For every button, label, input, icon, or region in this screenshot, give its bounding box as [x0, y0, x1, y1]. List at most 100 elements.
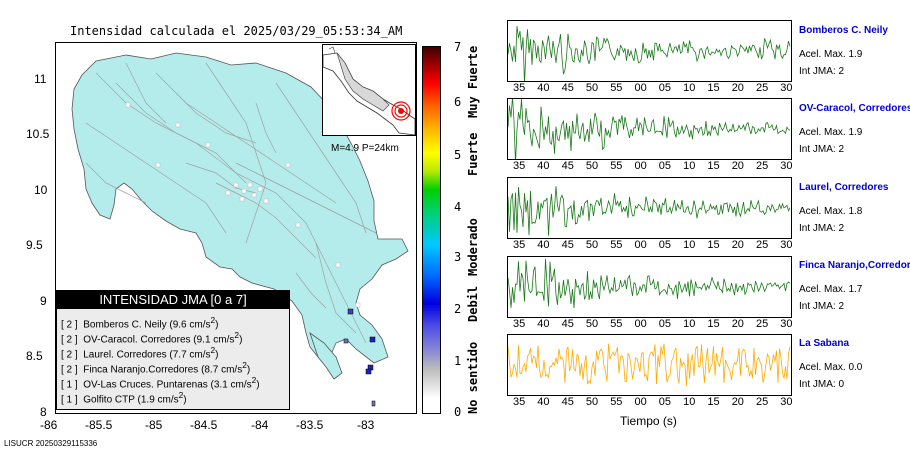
waveform-line: [508, 258, 791, 309]
road-network: [85, 62, 377, 344]
legend-sup: 2: [210, 315, 216, 325]
legend-row: [ 2 ] Finca Naranjo.Corredores (8.7 cm/s…: [61, 360, 250, 375]
lat-tick-8-5: 8.5: [26, 349, 43, 363]
legend-sup: 2: [178, 390, 184, 400]
time-tick-label: 35: [513, 82, 526, 94]
lon-tick-85-5: -85.5: [85, 418, 113, 432]
time-axis-label: Tiempo (s): [620, 414, 677, 428]
time-tick-label: 40: [537, 239, 550, 251]
time-tick-label: 40: [537, 160, 550, 172]
seismogram-trace: [507, 256, 792, 318]
legend-row: [ 2 ] OV-Caracol. Corredores (9.1 cm/s2): [61, 330, 242, 345]
station-acel: Acel. Max. 1.8: [799, 206, 863, 217]
time-tick-label: 25: [756, 82, 769, 94]
time-tick-label: 10: [683, 82, 696, 94]
time-tick-label: 05: [658, 318, 672, 330]
legend-sup: 2: [234, 330, 240, 340]
legend-level: [ 1 ]: [61, 394, 78, 406]
time-tick-label: 30: [780, 318, 793, 330]
station-name: Finca Naranjo,Corredores: [799, 260, 910, 271]
time-tick-label: 15: [707, 239, 720, 251]
time-tick-label: 05: [658, 396, 672, 408]
legend-level: [ 1 ]: [61, 379, 78, 391]
legend-close: ): [183, 394, 187, 406]
station-name: Bomberos C. Neily: [799, 25, 888, 36]
lat-tick-8: 8: [40, 405, 47, 419]
legend-row: [ 2 ] Bomberos C. Neily (9.6 cm/s2): [61, 315, 219, 330]
time-tick-label: 25: [756, 160, 769, 172]
time-tick-label: 10: [683, 396, 696, 408]
time-tick-label: 15: [707, 396, 720, 408]
scale-number-5: 5: [454, 148, 462, 162]
seismogram-trace: [507, 334, 792, 396]
time-tick-label: 25: [756, 396, 769, 408]
legend-text: Finca Naranjo.Corredores (8.7 cm/s: [83, 364, 243, 376]
station-name: Laurel, Corredores: [799, 182, 889, 193]
station-name: OV-Caracol, Corredores: [799, 103, 910, 114]
time-tick-label: 55: [610, 160, 623, 172]
lon-tick-85: -85: [145, 418, 163, 432]
legend-text: OV-Las Cruces. Puntarenas (3.1 cm/s: [83, 379, 252, 391]
scale-word-moderado: Moderado: [466, 218, 480, 276]
station-jma: Int JMA: 2: [799, 66, 845, 77]
legend-sup: 2: [210, 345, 216, 355]
time-tick-label: 00: [634, 396, 647, 408]
lat-tick-10-5: 10.5: [26, 127, 50, 141]
seismogram-svg: [508, 343, 791, 386]
waveform-line: [508, 99, 791, 159]
peninsula-osa: [309, 331, 343, 380]
time-tick-label: 25: [756, 318, 769, 330]
time-tick-label: 50: [585, 239, 599, 251]
time-tick-label: 30: [780, 160, 793, 172]
seismogram-trace: [507, 98, 792, 160]
legend-sup: 2: [251, 375, 257, 385]
inset-map: [322, 44, 416, 136]
legend-row: [ 1 ] Golfito CTP (1.9 cm/s2): [61, 390, 187, 405]
time-tick-label: 50: [585, 396, 599, 408]
time-tick-label: 55: [610, 82, 623, 94]
lon-tick-84-5: -84.5: [190, 418, 218, 432]
time-tick-label: 00: [634, 160, 647, 172]
scale-word-no-sentido: No sentido: [466, 341, 480, 414]
legend-close: ): [246, 364, 251, 376]
legend-row: [ 2 ] Laurel. Corredores (7.7 cm/s2): [61, 345, 219, 360]
time-tick-label: 55: [610, 396, 623, 408]
legend-row: [ 1 ] OV-Las Cruces. Puntarenas (3.1 cm/…: [61, 375, 260, 390]
time-tick-label: 00: [634, 239, 647, 251]
time-tick-label: 15: [707, 318, 720, 330]
lat-tick-11: 11: [34, 72, 47, 86]
scale-number-6: 6: [454, 95, 462, 109]
scale-number-0: 0: [454, 405, 462, 419]
scale-number-2: 2: [454, 302, 462, 316]
intensity-color-scale: [422, 46, 441, 414]
lat-tick-9: 9: [40, 294, 47, 308]
legend-header: INTENSIDAD JMA [0 a 7]: [57, 291, 289, 309]
station-acel: Acel. Max. 1.7: [799, 284, 863, 295]
legend-level: [ 2 ]: [61, 334, 78, 346]
scale-number-4: 4: [454, 200, 462, 214]
station-acel: Acel. Max. 1.9: [799, 127, 863, 138]
map-title: Intensidad calculada el 2025/03/29_05:53…: [70, 24, 403, 38]
legend-text: Golfito CTP (1.9 cm/s: [83, 394, 179, 406]
legend-text: OV-Caracol. Corredores (9.1 cm/s: [83, 334, 235, 346]
time-tick-label: 45: [561, 239, 574, 251]
waveform-line: [508, 343, 791, 386]
time-tick-label: 05: [658, 239, 672, 251]
time-tick-label: 20: [731, 396, 744, 408]
lon-tick-83: -83: [357, 418, 375, 432]
time-tick-label: 40: [537, 82, 550, 94]
time-tick-label: 00: [634, 318, 647, 330]
scale-number-3: 3: [454, 250, 462, 264]
station-jma: Int JMA: 0: [799, 379, 845, 390]
legend-level: [ 2 ]: [61, 319, 78, 331]
time-tick-label: 45: [561, 160, 574, 172]
scale-word-muy-fuerte: Muy Fuerte: [466, 45, 480, 118]
waveform-line: [508, 186, 791, 236]
station-acel: Acel. Max. 1.9: [799, 49, 863, 60]
seismogram-svg: [508, 99, 791, 159]
magnitude-depth-label: M=4.9 P=24km: [331, 143, 399, 154]
station-acel: Acel. Max. 0.0: [799, 362, 863, 373]
seismogram-trace: [507, 177, 792, 239]
time-tick-label: 20: [731, 82, 744, 94]
station-jma: Int JMA: 2: [799, 301, 845, 312]
